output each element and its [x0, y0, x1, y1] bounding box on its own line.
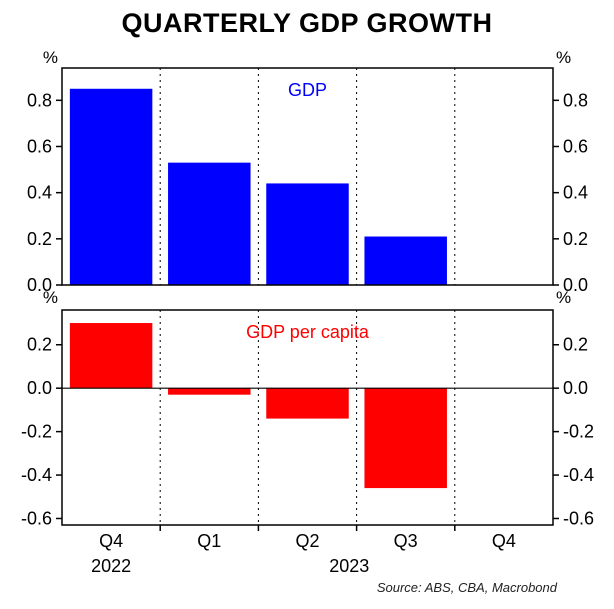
bar-Q2-2 [266, 388, 349, 419]
y-tick-label-right: -0.6 [563, 508, 594, 528]
unit-label-top-right: % [556, 48, 572, 67]
series-label-gdp-per-capita: GDP per capita [246, 322, 369, 342]
chart-title: QUARTERLY GDP GROWTH [121, 8, 493, 38]
y-tick-label-left: 0.0 [27, 275, 52, 295]
year-label-2023: 2023 [329, 556, 370, 576]
y-tick-label-right: 0.2 [563, 335, 588, 355]
y-tick-label-left: 0.2 [27, 229, 52, 249]
bar-Q2-2 [266, 183, 349, 285]
y-tick-label-left: 0.2 [27, 335, 52, 355]
gdp-bar-chart: 0.0 0.0 0.2 0.2 0.4 0.4 0.6 0.6 0.8 0.8 [27, 67, 588, 295]
x-category-label: Q2 [295, 531, 320, 551]
x-category-label: Q3 [393, 531, 418, 551]
year-label-2022: 2022 [91, 556, 132, 576]
unit-label-bottom-right: % [556, 288, 572, 307]
x-category-label: Q1 [197, 531, 222, 551]
bar-Q3-3 [364, 388, 447, 489]
gdp-per-capita-bar-chart: 0.2 0.2 0.0 0.0 -0.2 -0.2 -0.4 -0.4 -0.6 -0.6 [21, 309, 594, 531]
y-tick-label-right: 0.8 [563, 90, 588, 110]
x-category-label: Q4 [99, 531, 124, 551]
bar-Q1-1 [168, 162, 251, 285]
y-tick-label-right: 0.2 [563, 229, 588, 249]
panel-border [61, 67, 554, 286]
y-tick-label-left: 0.6 [27, 136, 52, 156]
y-tick-label-left: -0.4 [21, 465, 52, 485]
bar-Q4-0 [69, 323, 153, 389]
unit-label-top-left: % [42, 48, 58, 67]
bar-Q4-0 [69, 88, 153, 285]
y-tick-label-left: 0.8 [27, 90, 52, 110]
y-tick-label-left: -0.6 [21, 508, 52, 528]
y-tick-label-right: -0.4 [563, 465, 594, 485]
y-tick-label-right: 0.0 [563, 275, 588, 295]
y-tick-label-left: 0.4 [27, 183, 52, 203]
y-tick-label-right: 0.6 [563, 136, 588, 156]
bar-Q3-3 [364, 236, 447, 285]
x-axis-year-labels: 2022 2023 [0, 556, 614, 578]
source-note: Source: ABS, CBA, Macrobond [376, 580, 557, 595]
y-tick-label-right: 0.0 [563, 378, 588, 398]
y-tick-label-left: 0.0 [27, 378, 52, 398]
y-tick-label-left: -0.2 [21, 422, 52, 442]
y-tick-label-right: -0.2 [563, 422, 594, 442]
bar-Q1-1 [168, 388, 251, 395]
x-category-label: Q4 [491, 531, 516, 551]
panel-border [61, 309, 554, 526]
series-label-gdp: GDP [287, 80, 327, 100]
unit-label-bottom-left: % [42, 288, 58, 307]
x-axis-category-labels: Q4 Q1 Q2 Q3 Q4 [0, 531, 614, 553]
y-tick-label-right: 0.4 [563, 183, 588, 203]
